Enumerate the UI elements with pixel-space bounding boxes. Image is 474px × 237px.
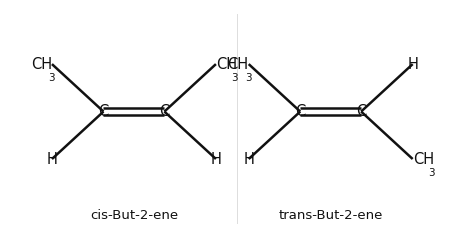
- Text: H: H: [243, 151, 254, 167]
- Text: 3: 3: [49, 73, 55, 83]
- Text: CH: CH: [413, 151, 434, 167]
- Text: CH: CH: [216, 57, 237, 72]
- Text: cis-But-2-ene: cis-But-2-ene: [90, 209, 178, 222]
- Text: C: C: [99, 104, 109, 119]
- Text: CH: CH: [31, 57, 52, 72]
- Text: trans-But-2-ene: trans-But-2-ene: [279, 209, 383, 222]
- Text: 3: 3: [246, 73, 252, 83]
- Text: CH: CH: [228, 57, 249, 72]
- Text: 3: 3: [428, 168, 435, 178]
- Text: C: C: [159, 104, 170, 119]
- Text: H: H: [210, 151, 221, 167]
- Text: H: H: [407, 57, 418, 72]
- Text: 3: 3: [231, 73, 238, 83]
- Text: C: C: [356, 104, 366, 119]
- Text: H: H: [46, 151, 57, 167]
- Text: C: C: [295, 104, 305, 119]
